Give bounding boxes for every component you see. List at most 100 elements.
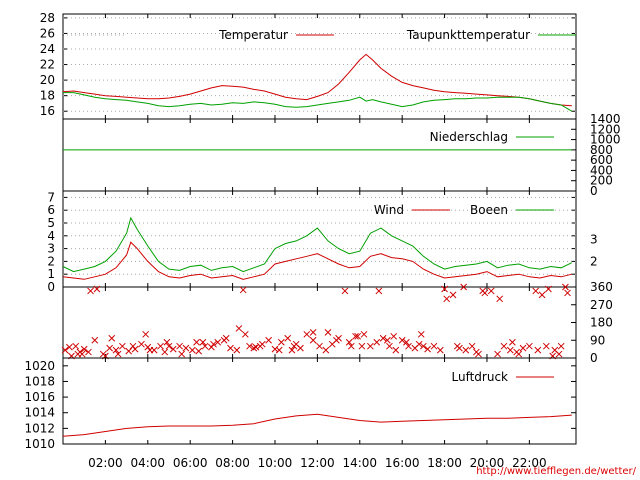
legend-label: Taupunkttemperatur — [406, 28, 530, 42]
pressure-series-luftdruck — [62, 413, 572, 437]
y-tick-label: 1200 — [590, 122, 621, 136]
y-tick-label: 5 — [47, 216, 55, 230]
wind-direction-point — [61, 346, 69, 354]
right-tick-label: 2 — [590, 254, 598, 268]
wind-direction-point — [545, 285, 552, 293]
legend-label: Boeen — [470, 203, 508, 217]
wind-direction-point — [405, 342, 412, 350]
wind-direction-point — [449, 291, 457, 299]
pressure-frame — [62, 357, 577, 445]
wind-direction-point — [106, 344, 113, 352]
y-tick-label: 400 — [590, 163, 613, 177]
wind-direction-point — [256, 342, 264, 350]
y-tick-label: 200 — [590, 174, 613, 188]
wind-direction-point — [430, 342, 438, 350]
wind-direction-point — [208, 343, 215, 351]
y-tick-label: 800 — [590, 143, 613, 157]
wind-direction-point — [386, 342, 393, 350]
y-tick-label: 18 — [40, 89, 55, 103]
wind-direction-point — [420, 342, 427, 350]
temperature-series-temperatur — [62, 53, 572, 107]
x-tick-label: 02:00 — [88, 456, 123, 470]
wind-direction-point — [383, 336, 391, 344]
wind-direction-point — [288, 346, 296, 354]
wind-direction-point — [390, 332, 398, 340]
wind-direction-point — [227, 344, 234, 352]
wind-direction-point — [239, 286, 247, 294]
wind-direction-point — [91, 336, 99, 344]
wind-direction-point — [453, 342, 461, 350]
wind-direction-point — [519, 344, 527, 352]
wind-direction-point — [201, 342, 209, 350]
wind-direction-point — [78, 350, 86, 358]
wind-direction-point — [277, 338, 285, 346]
wind-direction-point — [246, 342, 253, 350]
y-tick-label: 1 — [47, 267, 55, 281]
x-tick-label: 22:00 — [512, 456, 547, 470]
wind-direction-point — [114, 350, 122, 358]
wind-direction-point — [252, 343, 260, 351]
wind-direction-point — [195, 347, 203, 355]
wind-direction-point — [178, 350, 186, 358]
wind-direction-point — [157, 342, 164, 350]
x-tick-label: 12:00 — [300, 456, 335, 470]
wind-direction-point — [487, 287, 495, 295]
y-tick-label: 7 — [47, 190, 55, 204]
wind-direction-point — [352, 332, 359, 340]
wind-direction-point — [415, 340, 423, 348]
wind-direction-point — [557, 342, 565, 350]
wind-direction-point — [309, 336, 317, 344]
wind-direction-point — [526, 342, 533, 350]
wind-direction-point — [360, 330, 368, 338]
wind-direction-point — [555, 350, 563, 358]
wind-direction-point — [87, 287, 94, 295]
wind-direction-point — [72, 342, 80, 350]
legend-label: Temperatur — [218, 28, 288, 42]
wind-direction-point — [375, 287, 383, 295]
wind-series-boeen — [62, 216, 573, 273]
wind-direction-point — [515, 350, 523, 358]
wind-direction-point — [176, 342, 183, 350]
y-tick-label: 28 — [40, 11, 55, 25]
wind-direction-point — [460, 283, 468, 291]
legend-label: Niederschlag — [430, 130, 508, 144]
wind-direction-point — [165, 342, 173, 350]
y-tick-label: 270 — [590, 298, 613, 312]
wind-direction-point — [542, 342, 550, 350]
wind-direction-point — [468, 342, 476, 350]
y-tick-label: 1000 — [590, 133, 621, 147]
source-url[interactable]: http://www.tiefflegen.de/wetter/ — [476, 466, 636, 477]
wind-direction-point — [479, 287, 487, 295]
wind-direction-point — [142, 330, 150, 338]
wind-direction-point — [347, 342, 355, 350]
wind-direction-point — [85, 348, 92, 356]
x-tick-label: 08:00 — [215, 456, 250, 470]
legend-label: Luftdruck — [451, 370, 508, 384]
y-tick-label: 180 — [590, 316, 613, 330]
wind-direction-point — [292, 340, 300, 348]
wind-direction-point — [235, 325, 243, 332]
wind-direction-point — [161, 348, 169, 356]
wind-direction-point — [93, 285, 101, 293]
wind-direction-point — [494, 350, 501, 358]
x-tick-label: 14:00 — [342, 456, 377, 470]
y-tick-label: 1400 — [590, 112, 621, 126]
wind-direction-point — [417, 330, 425, 338]
wind-direction-point — [129, 342, 137, 350]
wind-direction-point — [182, 344, 190, 352]
x-tick-label: 10:00 — [258, 456, 293, 470]
y-tick-label: 6 — [47, 203, 55, 217]
y-tick-label: 2 — [47, 254, 55, 268]
legend-label: Wind — [374, 203, 404, 217]
y-tick-label: 1014 — [24, 406, 55, 420]
wind-direction-point — [210, 340, 217, 348]
wind-direction-point — [506, 346, 514, 354]
y-tick-label: 4 — [47, 229, 55, 243]
wind-direction-point — [424, 345, 431, 353]
wind-direction-point — [532, 287, 540, 295]
wind-direction-point — [509, 338, 516, 346]
wind-direction-point — [146, 346, 154, 354]
wind-direction-point — [358, 342, 366, 350]
y-tick-label: 360 — [590, 280, 613, 294]
wind-direction-point — [564, 289, 571, 297]
